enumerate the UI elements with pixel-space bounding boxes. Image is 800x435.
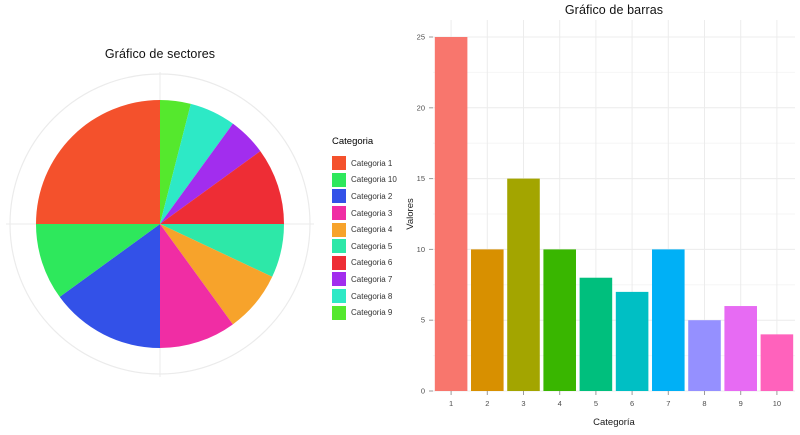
bar-categoria-3 [507, 178, 540, 391]
x-tick-label: 8 [702, 399, 706, 408]
legend-label: Categoria 8 [351, 291, 393, 301]
legend-swatch-icon [332, 272, 346, 287]
legend-swatch-icon [332, 206, 346, 221]
y-tick-label: 10 [417, 245, 425, 254]
legend-swatch-icon [332, 239, 346, 254]
legend-swatch-icon [332, 289, 346, 304]
y-tick-label: 0 [421, 387, 425, 396]
legend-swatch-icon [332, 172, 346, 187]
pie-slice-categoria-4 [160, 224, 273, 325]
y-tick-label: 20 [417, 103, 425, 112]
bar-categoria-1 [434, 37, 468, 391]
bar-chart-title: Gráfico de barras [564, 3, 664, 17]
x-tick-label: 2 [485, 399, 489, 408]
legend-label: Categoria 1 [351, 158, 393, 168]
y-tick-label: 5 [421, 316, 425, 325]
pie-slice-categoria-8 [160, 103, 233, 224]
legend-label: Categoria 10 [351, 175, 397, 185]
bar-categoria-9 [724, 306, 757, 391]
legend-label: Categoria 9 [351, 308, 393, 318]
pie-chart [6, 72, 314, 377]
pie-slice-categoria-5 [160, 224, 284, 277]
legend-row: Categoria 7 [332, 271, 397, 288]
x-tick-label: 5 [594, 399, 598, 408]
bar-chart: 0 5 10 15 20 25 1 2 3 4 5 6 7 8 9 10 Valores Categoría [405, 20, 795, 428]
x-tick-label: 9 [739, 399, 743, 408]
pie-slice-categoria-6 [160, 151, 284, 224]
legend-row: Categoria 2 [332, 188, 397, 205]
bar-categoria-8 [688, 320, 721, 391]
y-tick-label: 15 [417, 174, 425, 183]
x-tick-label: 4 [558, 399, 562, 408]
bar-categoria-4 [543, 249, 576, 391]
pie-slice-categoria-7 [160, 123, 261, 224]
x-tick-label: 7 [666, 399, 670, 408]
legend-row: Categoria 4 [332, 221, 397, 238]
legend-row: Categoria 10 [332, 172, 397, 189]
legend-label: Categoria 6 [351, 258, 393, 268]
legend-swatch-icon [332, 255, 346, 270]
legend-swatch-icon [332, 156, 346, 171]
x-tick-label: 6 [630, 399, 634, 408]
legend-row: Categoria 8 [332, 288, 397, 305]
legend-label: Categoria 7 [351, 274, 393, 284]
legend-row: Categoria 5 [332, 238, 397, 255]
pie-legend-title: Categoria [332, 136, 374, 147]
x-tick-label: 10 [773, 399, 781, 408]
x-axis-title: Categoría [593, 417, 635, 428]
legend-label: Categoria 5 [351, 241, 393, 251]
legend-label: Categoria 2 [351, 191, 393, 201]
pie-chart-title: Gráfico de sectores [104, 47, 216, 61]
bar-categoria-10 [760, 334, 794, 391]
bar-categoria-7 [652, 249, 685, 391]
legend-row: Categoria 9 [332, 304, 397, 321]
bar-categoria-6 [615, 291, 649, 391]
legend-row: Categoria 6 [332, 255, 397, 272]
x-tick-label: 3 [521, 399, 525, 408]
legend-swatch-icon [332, 189, 346, 204]
bar-categoria-2 [471, 249, 504, 391]
bar-categoria-5 [579, 277, 613, 391]
polar-grid-circle [9, 73, 311, 375]
pie-slice-categoria-9 [160, 100, 191, 224]
pie-slice-categoria-3 [160, 224, 233, 348]
x-tick-label: 1 [449, 399, 453, 408]
pie-legend: Categoria Categoria 1 Categoria 10 Categor… [332, 136, 397, 321]
legend-label: Categoria 3 [351, 208, 393, 218]
pie-slice-categoria-10 [36, 224, 160, 297]
legend-row: Categoria 3 [332, 205, 397, 222]
legend-row: Categoria 1 [332, 155, 397, 172]
pie-slice-categoria-2 [59, 224, 160, 348]
legend-swatch-icon [332, 305, 346, 320]
legend-label: Categoria 4 [351, 225, 393, 235]
pie-slice-categoria-1 [36, 100, 160, 224]
pie-legend-items: Categoria 1 Categoria 10 Categoria 2 Catego… [332, 155, 397, 321]
legend-swatch-icon [332, 222, 346, 237]
y-tick-label: 25 [417, 33, 425, 42]
y-axis-title: Valores [405, 198, 416, 230]
